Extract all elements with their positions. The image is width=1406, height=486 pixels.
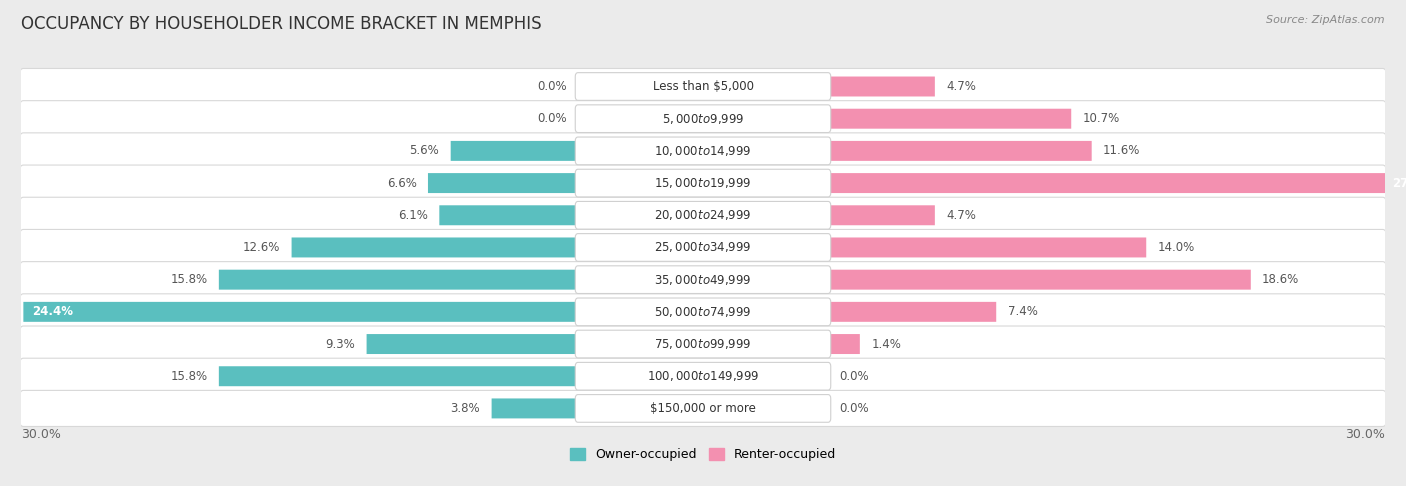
Text: 4.7%: 4.7%	[946, 80, 976, 93]
Text: 30.0%: 30.0%	[1346, 428, 1385, 441]
FancyBboxPatch shape	[492, 399, 578, 418]
Text: 0.0%: 0.0%	[537, 112, 567, 125]
FancyBboxPatch shape	[575, 298, 831, 326]
FancyBboxPatch shape	[575, 201, 831, 229]
FancyBboxPatch shape	[828, 205, 935, 225]
FancyBboxPatch shape	[575, 73, 831, 100]
Text: 1.4%: 1.4%	[872, 338, 901, 350]
Legend: Owner-occupied, Renter-occupied: Owner-occupied, Renter-occupied	[569, 448, 837, 461]
Text: 7.4%: 7.4%	[1008, 305, 1038, 318]
Text: 6.6%: 6.6%	[387, 176, 416, 190]
FancyBboxPatch shape	[20, 133, 1386, 169]
FancyBboxPatch shape	[20, 165, 1386, 201]
FancyBboxPatch shape	[828, 109, 1071, 129]
Text: 11.6%: 11.6%	[1104, 144, 1140, 157]
FancyBboxPatch shape	[451, 141, 578, 161]
Text: 9.3%: 9.3%	[325, 338, 356, 350]
Text: 27.0%: 27.0%	[1392, 176, 1406, 190]
FancyBboxPatch shape	[828, 173, 1406, 193]
Text: $10,000 to $14,999: $10,000 to $14,999	[654, 144, 752, 158]
FancyBboxPatch shape	[575, 137, 831, 165]
FancyBboxPatch shape	[20, 294, 1386, 330]
Text: 0.0%: 0.0%	[537, 80, 567, 93]
Text: 14.0%: 14.0%	[1157, 241, 1195, 254]
Text: $75,000 to $99,999: $75,000 to $99,999	[654, 337, 752, 351]
FancyBboxPatch shape	[219, 270, 578, 290]
FancyBboxPatch shape	[828, 334, 860, 354]
FancyBboxPatch shape	[575, 395, 831, 422]
FancyBboxPatch shape	[575, 105, 831, 133]
FancyBboxPatch shape	[24, 302, 578, 322]
Text: $15,000 to $19,999: $15,000 to $19,999	[654, 176, 752, 190]
Text: 10.7%: 10.7%	[1083, 112, 1119, 125]
FancyBboxPatch shape	[427, 173, 578, 193]
FancyBboxPatch shape	[575, 234, 831, 261]
FancyBboxPatch shape	[291, 238, 578, 258]
FancyBboxPatch shape	[20, 229, 1386, 265]
Text: 30.0%: 30.0%	[21, 428, 60, 441]
FancyBboxPatch shape	[20, 326, 1386, 362]
Text: 12.6%: 12.6%	[243, 241, 280, 254]
Text: 6.1%: 6.1%	[398, 209, 427, 222]
Text: 18.6%: 18.6%	[1263, 273, 1299, 286]
FancyBboxPatch shape	[439, 205, 578, 225]
FancyBboxPatch shape	[367, 334, 578, 354]
FancyBboxPatch shape	[828, 302, 997, 322]
Text: $150,000 or more: $150,000 or more	[650, 402, 756, 415]
Text: OCCUPANCY BY HOUSEHOLDER INCOME BRACKET IN MEMPHIS: OCCUPANCY BY HOUSEHOLDER INCOME BRACKET …	[21, 15, 541, 33]
FancyBboxPatch shape	[20, 390, 1386, 426]
FancyBboxPatch shape	[575, 363, 831, 390]
Text: 15.8%: 15.8%	[170, 370, 208, 383]
FancyBboxPatch shape	[219, 366, 578, 386]
FancyBboxPatch shape	[20, 101, 1386, 137]
Text: 5.6%: 5.6%	[409, 144, 439, 157]
Text: 4.7%: 4.7%	[946, 209, 976, 222]
Text: $35,000 to $49,999: $35,000 to $49,999	[654, 273, 752, 287]
Text: 3.8%: 3.8%	[450, 402, 481, 415]
Text: Source: ZipAtlas.com: Source: ZipAtlas.com	[1267, 15, 1385, 25]
FancyBboxPatch shape	[20, 69, 1386, 104]
Text: $5,000 to $9,999: $5,000 to $9,999	[662, 112, 744, 126]
Text: 0.0%: 0.0%	[839, 402, 869, 415]
FancyBboxPatch shape	[20, 197, 1386, 233]
Text: 0.0%: 0.0%	[839, 370, 869, 383]
FancyBboxPatch shape	[575, 330, 831, 358]
FancyBboxPatch shape	[828, 141, 1091, 161]
Text: 24.4%: 24.4%	[32, 305, 73, 318]
Text: Less than $5,000: Less than $5,000	[652, 80, 754, 93]
FancyBboxPatch shape	[575, 169, 831, 197]
FancyBboxPatch shape	[20, 358, 1386, 394]
Text: $50,000 to $74,999: $50,000 to $74,999	[654, 305, 752, 319]
Text: $100,000 to $149,999: $100,000 to $149,999	[647, 369, 759, 383]
Text: $25,000 to $34,999: $25,000 to $34,999	[654, 241, 752, 255]
FancyBboxPatch shape	[828, 238, 1146, 258]
FancyBboxPatch shape	[20, 261, 1386, 298]
FancyBboxPatch shape	[828, 76, 935, 97]
FancyBboxPatch shape	[828, 270, 1251, 290]
Text: 15.8%: 15.8%	[170, 273, 208, 286]
FancyBboxPatch shape	[575, 266, 831, 294]
Text: $20,000 to $24,999: $20,000 to $24,999	[654, 208, 752, 222]
